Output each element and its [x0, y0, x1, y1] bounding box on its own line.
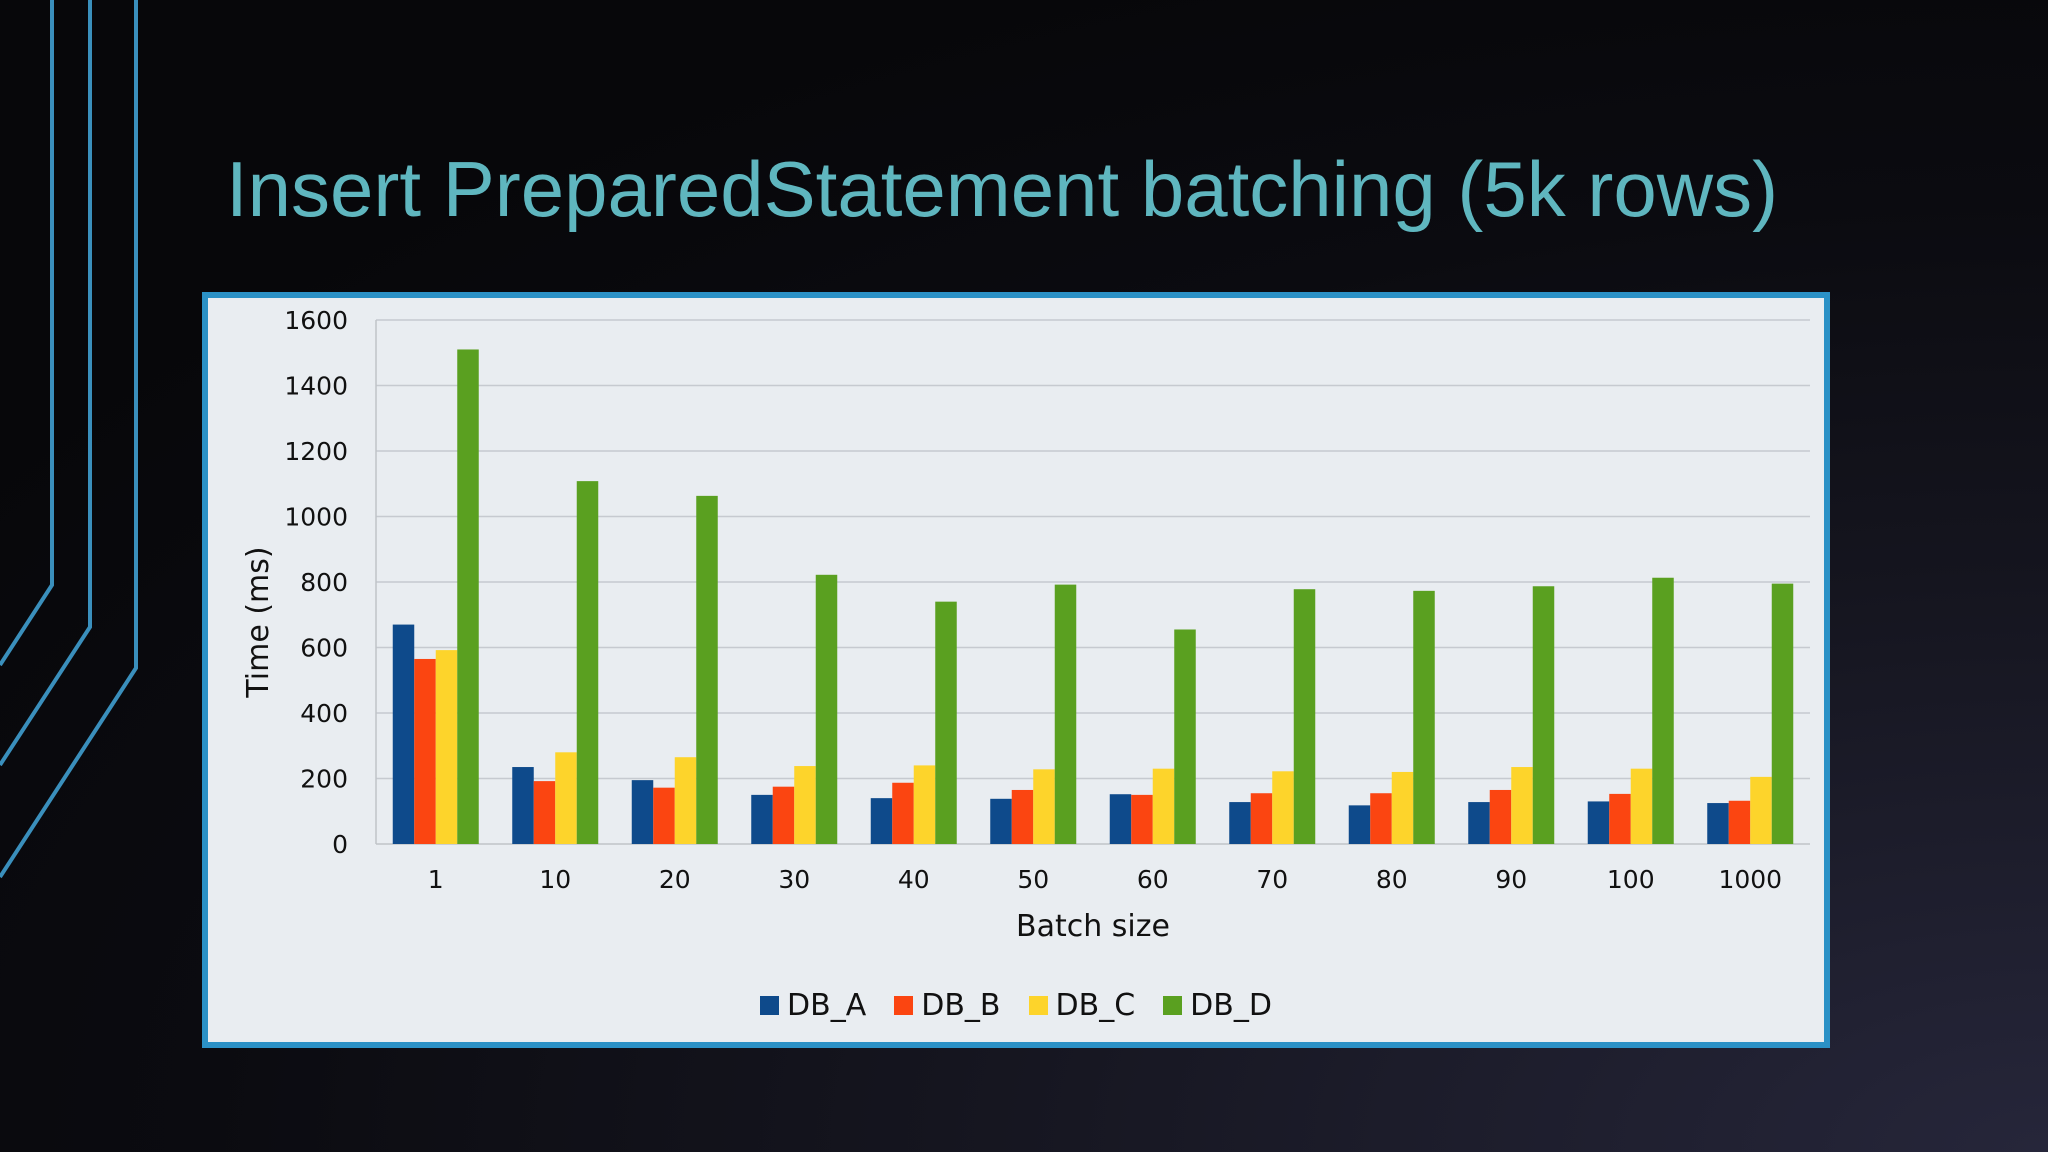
- decor-line-inner: [0, 0, 54, 667]
- bar-db-d-70: [1293, 589, 1316, 844]
- bar-db-c-80: [1391, 771, 1414, 844]
- chart-legend: DB_A DB_B DB_C DB_D: [208, 988, 1824, 1023]
- bar-db-b-60: [1131, 794, 1153, 844]
- slide-title: Insert PreparedStatement batching (5k ro…: [226, 145, 1779, 233]
- bar-db-a-40: [870, 798, 893, 844]
- legend-swatch: [760, 996, 780, 1015]
- x-tick-label: 50: [1017, 865, 1049, 894]
- bar-db-b-30: [772, 786, 795, 844]
- bar-db-d-80: [1413, 590, 1435, 844]
- y-tick-label: 400: [300, 699, 348, 728]
- bar-db-c-100: [1630, 768, 1653, 844]
- y-tick-label: 1000: [284, 503, 348, 532]
- y-tick-label: 800: [300, 568, 348, 597]
- chart-frame: 0 200 400 600 800 1000 1200 1400 1600 1 10 20 30 40 50…: [202, 292, 1830, 1048]
- decor-line-outer: [0, 0, 138, 879]
- legend-swatch: [894, 996, 914, 1015]
- legend-item: DB_D: [1163, 988, 1272, 1023]
- bar-db-a-50: [990, 798, 1012, 844]
- y-axis-title: Time (ms): [241, 546, 276, 698]
- legend-label: DB_A: [787, 988, 867, 1023]
- bar-db-b-70: [1250, 793, 1273, 844]
- bar-db-c-1: [435, 650, 458, 844]
- bar-db-c-90: [1511, 767, 1533, 844]
- x-tick-label: 90: [1495, 865, 1527, 894]
- y-tick-label: 1400: [284, 372, 348, 401]
- x-tick-label: 20: [659, 865, 691, 894]
- x-tick-label: 30: [778, 865, 810, 894]
- bar-db-b-1000: [1728, 800, 1751, 844]
- bar-db-c-50: [1033, 769, 1055, 844]
- bar-db-d-40: [935, 601, 957, 844]
- bar-db-a-90: [1468, 802, 1490, 844]
- bar-db-b-1: [414, 658, 436, 844]
- bar-db-a-80: [1348, 805, 1371, 844]
- y-tick-label: 1200: [284, 437, 348, 466]
- bar-db-a-30: [751, 794, 773, 844]
- bar-db-c-60: [1152, 768, 1175, 844]
- bar-db-c-30: [794, 766, 816, 844]
- legend-label: DB_C: [1055, 988, 1136, 1023]
- x-tick-label: 1000: [1718, 865, 1782, 894]
- bar-db-b-40: [892, 782, 914, 844]
- bar-db-c-1000: [1750, 776, 1772, 844]
- bar-db-c-10: [555, 752, 577, 844]
- x-tick-label: 40: [898, 865, 930, 894]
- y-tick-label: 0: [332, 830, 348, 859]
- bar-db-d-30: [815, 574, 838, 844]
- y-tick-label: 600: [300, 634, 348, 663]
- bar-db-b-90: [1489, 789, 1512, 844]
- bar-db-d-1: [457, 349, 479, 844]
- bar-db-a-100: [1587, 801, 1610, 844]
- x-tick-label: 80: [1376, 865, 1408, 894]
- x-tick-label: 100: [1607, 865, 1655, 894]
- bar-db-a-1000: [1707, 803, 1729, 844]
- bar-db-d-50: [1054, 584, 1077, 844]
- bar-db-b-50: [1011, 789, 1034, 844]
- bar-db-c-70: [1272, 771, 1294, 844]
- x-tick-label: 10: [539, 865, 571, 894]
- bar-db-b-80: [1370, 793, 1392, 844]
- bar-db-a-20: [631, 780, 654, 844]
- bar-db-a-70: [1229, 802, 1251, 844]
- y-tick-label: 1600: [284, 306, 348, 335]
- x-tick-label: 60: [1137, 865, 1169, 894]
- x-tick-label: 1: [428, 865, 444, 894]
- decorative-lines: [0, 0, 138, 879]
- y-tick-label: 200: [300, 765, 348, 794]
- legend-swatch: [1028, 996, 1048, 1015]
- legend-item: DB_A: [760, 988, 866, 1023]
- bar-db-d-60: [1174, 629, 1196, 844]
- legend-label: DB_B: [921, 988, 1001, 1023]
- bar-db-d-90: [1532, 586, 1555, 844]
- bar-db-d-10: [576, 481, 599, 844]
- legend-item: DB_B: [894, 988, 1001, 1023]
- decor-line-middle: [0, 0, 92, 767]
- bar-db-b-20: [653, 787, 675, 844]
- bar-db-a-60: [1109, 794, 1132, 844]
- bar-db-c-20: [674, 757, 697, 844]
- legend-item: DB_C: [1028, 988, 1136, 1023]
- bar-db-b-10: [533, 781, 556, 844]
- bar-db-a-1: [392, 624, 415, 844]
- bar-db-d-20: [696, 495, 718, 844]
- legend-swatch: [1163, 996, 1183, 1015]
- bar-db-c-40: [913, 765, 936, 844]
- legend-label: DB_D: [1190, 988, 1272, 1023]
- x-tick-label: 70: [1256, 865, 1288, 894]
- bar-chart: 0 200 400 600 800 1000 1200 1400 1600 1 10 20 30 40 50…: [241, 306, 1810, 944]
- bar-db-d-1000: [1771, 583, 1794, 844]
- x-axis-title: Batch size: [1016, 909, 1170, 944]
- bar-db-b-100: [1609, 793, 1631, 844]
- bar-db-d-100: [1652, 577, 1674, 844]
- bar-db-a-10: [512, 767, 534, 844]
